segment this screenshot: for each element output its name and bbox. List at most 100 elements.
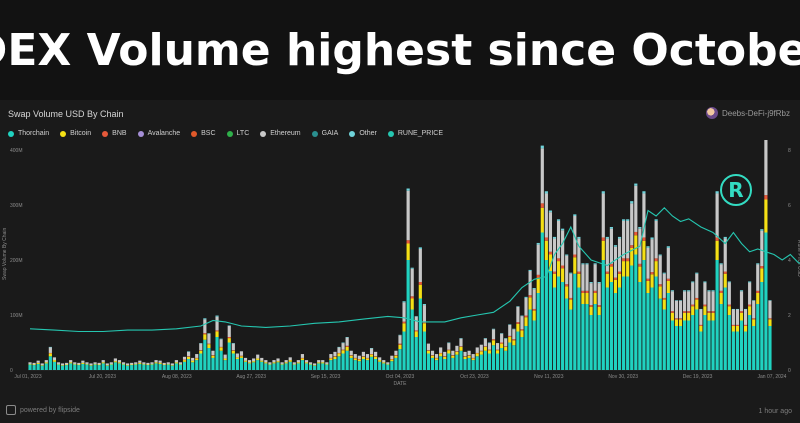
bar-other (727, 281, 731, 283)
bar-thorchain (300, 360, 305, 370)
bar-thorchain (475, 356, 479, 370)
bar-other (544, 191, 548, 194)
x-tick-label: Oct 23, 2023 (460, 374, 489, 380)
bar-bnb (341, 349, 345, 351)
bar-bnb (215, 330, 219, 332)
bar-ethereum (585, 264, 589, 291)
bar-ethereum (44, 360, 48, 363)
bar-bnb (426, 350, 431, 351)
legend-item-other[interactable]: Other (349, 130, 377, 137)
bar-thorchain (524, 326, 528, 370)
bar-thorchain (329, 360, 333, 370)
bar-thorchain (687, 320, 691, 370)
bar-bitcoin (565, 286, 569, 299)
bar-ethereum (565, 255, 569, 285)
bar-bitcoin (455, 351, 459, 355)
powered-by[interactable]: powered by flipside (6, 405, 80, 415)
bar-bnb (402, 321, 406, 324)
flipside-logo-icon (6, 405, 16, 415)
bar-bnb (430, 355, 435, 356)
bar-thorchain (288, 361, 292, 370)
bar-bitcoin (341, 350, 345, 354)
bar-other (491, 328, 496, 330)
bar-bnb (300, 357, 305, 359)
bar-bnb (654, 258, 658, 262)
bar-bnb (552, 271, 557, 274)
bar-bitcoin (601, 240, 605, 260)
owner-badge[interactable]: Deebs-DeFi-j9fRbz (705, 106, 790, 120)
bar-bitcoin (56, 363, 61, 365)
bar-bnb (508, 335, 512, 337)
bar-thorchain (544, 260, 548, 370)
bar-bitcoin (357, 359, 361, 362)
legend-item-gaia[interactable]: GAIA (311, 130, 338, 137)
bar-bitcoin (609, 266, 613, 282)
bar-thorchain (121, 364, 126, 370)
bar-bitcoin (93, 363, 97, 365)
bar-bitcoin (65, 364, 69, 366)
bar-thorchain (313, 365, 317, 370)
legend-item-avalanche[interactable]: Avalanche (137, 130, 180, 137)
bar-bitcoin (113, 361, 117, 363)
legend-item-bnb[interactable]: BNB (102, 130, 127, 137)
bar-ethereum (85, 362, 89, 364)
bar-ethereum (235, 353, 239, 358)
bar-ethereum (284, 360, 288, 363)
bar-bitcoin (495, 350, 500, 354)
bar-ethereum (341, 343, 345, 350)
bar-thorchain (247, 363, 252, 370)
bar-bitcoin (247, 362, 252, 364)
bar-ethereum (178, 362, 183, 364)
legend-item-bsc[interactable]: BSC (191, 130, 216, 137)
bar-bitcoin (142, 363, 146, 365)
legend-item-ethereum[interactable]: Ethereum (260, 130, 301, 137)
bar-ethereum (170, 363, 174, 366)
swap-volume-chart: 400M 300M 200M 100M 0 8 6 4 2 0 Swap Volume By Cha… (2, 140, 800, 387)
bar-bnb (666, 278, 670, 281)
bar-other (609, 227, 613, 229)
rune-logo-icon: R (720, 174, 752, 206)
bar-bnb (435, 357, 439, 359)
bar-bnb (414, 330, 418, 332)
bar-ethereum (60, 363, 65, 366)
bar-thorchain (768, 326, 772, 370)
bar-bitcoin (622, 261, 626, 277)
bar-thorchain (699, 331, 703, 370)
bar-bnb (695, 297, 699, 300)
bar-bitcoin (544, 240, 548, 260)
bar-other (337, 346, 341, 348)
x-tick-label: Jan 07, 2024 (758, 374, 787, 380)
bar-bnb (691, 304, 695, 307)
y-tick-label: 100M (10, 313, 23, 319)
bar-bitcoin (154, 362, 158, 364)
bar-thorchain (260, 361, 264, 370)
bar-other (711, 290, 715, 292)
bar-ethereum (768, 300, 772, 319)
bar-ethereum (435, 354, 439, 358)
bar-bitcoin (626, 261, 630, 277)
bar-other (528, 269, 532, 271)
bar-bnb (365, 357, 370, 359)
legend-item-rune-price[interactable]: RUNE_PRICE (387, 130, 443, 137)
bar-ethereum (512, 329, 516, 340)
legend-item-ltc[interactable]: LTC (226, 130, 249, 137)
bar-bitcoin (365, 358, 370, 361)
bar-bnb (410, 296, 414, 299)
bar-bitcoin (60, 365, 65, 366)
bar-ethereum (36, 360, 40, 363)
legend-item-bitcoin[interactable]: Bitcoin (60, 130, 91, 137)
bar-bitcoin (760, 268, 764, 282)
bar-bitcoin (467, 355, 471, 358)
bar-thorchain (719, 304, 723, 370)
bar-bnb (439, 352, 443, 354)
powered-by-text[interactable]: powered by flipside (20, 406, 80, 414)
legend-item-thorchain[interactable]: Thorchain (8, 130, 49, 137)
bar-other (341, 342, 345, 344)
bar-ethereum (532, 289, 536, 309)
bar-thorchain (459, 350, 463, 370)
bar-other (634, 183, 638, 186)
bar-other (573, 214, 577, 216)
bar-bitcoin (581, 293, 585, 304)
owner-name[interactable]: Deebs-DeFi-j9fRbz (721, 108, 790, 118)
bar-bnb (569, 297, 573, 300)
